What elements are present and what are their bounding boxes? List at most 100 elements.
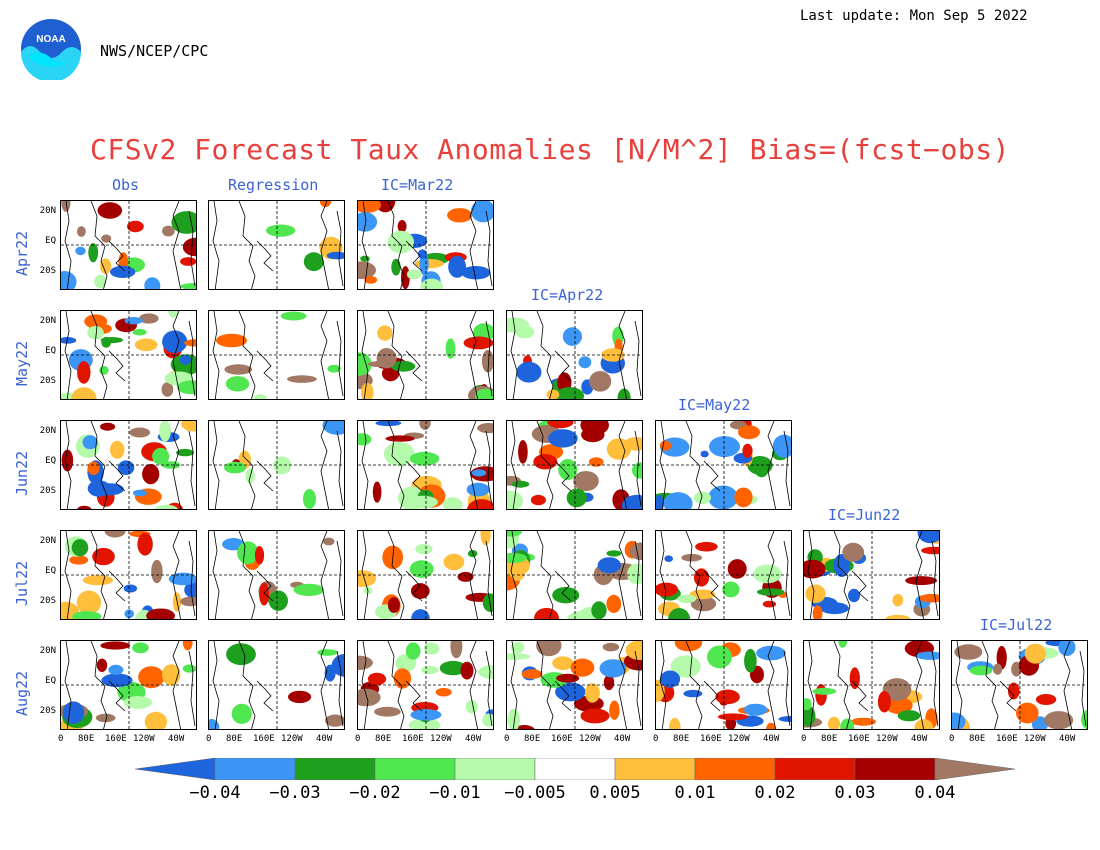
anomaly-blob bbox=[406, 269, 422, 280]
coastline bbox=[188, 430, 196, 507]
lat-tick-label: EQ bbox=[45, 456, 56, 466]
anomaly-blob bbox=[815, 684, 827, 706]
anomaly-blob bbox=[603, 674, 615, 691]
anomaly-blob bbox=[833, 554, 851, 577]
anomaly-blob bbox=[182, 664, 196, 673]
map-panel-r1-c2 bbox=[357, 310, 494, 400]
anomaly-blob bbox=[405, 642, 421, 660]
anomaly-blob bbox=[176, 448, 194, 457]
lon-tick-label: 40W bbox=[168, 734, 185, 744]
lat-tick-label: EQ bbox=[45, 236, 56, 246]
map-panel-r4-c1 bbox=[208, 640, 345, 730]
coastline bbox=[188, 650, 196, 727]
anomaly-blob bbox=[511, 480, 530, 488]
colorbar-segment bbox=[454, 757, 536, 781]
coastline bbox=[469, 531, 479, 619]
lon-tick-label: 0 bbox=[355, 734, 361, 744]
coastline bbox=[767, 531, 777, 619]
coastline bbox=[212, 311, 220, 399]
anomaly-blob bbox=[840, 718, 855, 729]
anomaly-blob bbox=[401, 266, 410, 289]
column-label-6: IC=Jul22 bbox=[980, 616, 1053, 634]
anomaly-blob bbox=[1035, 694, 1057, 705]
coastline bbox=[90, 531, 108, 619]
anomaly-blob bbox=[709, 436, 740, 458]
coastline bbox=[172, 531, 182, 619]
anomaly-blob bbox=[804, 698, 812, 711]
anomaly-blob bbox=[443, 553, 465, 571]
coastline bbox=[634, 540, 642, 617]
anomaly-blob bbox=[237, 541, 259, 565]
anomaly-blob bbox=[606, 550, 622, 557]
lon-tick-label: 160E bbox=[996, 734, 1018, 744]
anomaly-blob bbox=[1007, 682, 1020, 700]
anomaly-blob bbox=[744, 648, 757, 673]
lat-tick-label: 20N bbox=[39, 316, 56, 326]
lat-tick-label: 20N bbox=[39, 536, 56, 546]
column-label-2: IC=Mar22 bbox=[381, 176, 454, 194]
anomaly-blob bbox=[738, 425, 760, 440]
coastline bbox=[361, 421, 369, 509]
coastline bbox=[108, 680, 126, 712]
anomaly-blob bbox=[77, 505, 92, 509]
coastline bbox=[108, 350, 126, 382]
coastline bbox=[188, 540, 196, 617]
lon-tick-label: 160E bbox=[402, 734, 424, 744]
anomaly-blob bbox=[101, 336, 112, 348]
anomaly-blob bbox=[570, 658, 595, 677]
anomaly-blob bbox=[656, 582, 679, 597]
map-panel-r4-c4 bbox=[655, 640, 792, 730]
anomaly-blob bbox=[124, 317, 143, 325]
anomaly-blob bbox=[510, 641, 525, 654]
anomaly-blob bbox=[358, 570, 377, 587]
coastline bbox=[90, 201, 108, 289]
anomaly-blob bbox=[101, 673, 133, 688]
map-panel-r3-c3 bbox=[506, 530, 643, 620]
anomaly-blob bbox=[580, 421, 609, 436]
coastline bbox=[510, 421, 518, 509]
anomaly-blob bbox=[322, 421, 344, 435]
coastline bbox=[188, 210, 196, 287]
lon-tick-label: 160E bbox=[253, 734, 275, 744]
anomaly-blob bbox=[358, 201, 382, 213]
coastline bbox=[336, 320, 344, 397]
coastline bbox=[554, 460, 572, 492]
anomaly-blob bbox=[602, 642, 620, 652]
anomaly-blob bbox=[94, 274, 107, 288]
lon-tick-label: 0 bbox=[206, 734, 212, 744]
anomaly-blob bbox=[562, 327, 582, 346]
coastline bbox=[485, 650, 493, 727]
anomaly-blob bbox=[209, 719, 220, 729]
anomaly-blob bbox=[516, 361, 542, 383]
lon-tick-label: 160E bbox=[700, 734, 722, 744]
coastline bbox=[64, 531, 72, 619]
anomaly-blob bbox=[722, 581, 740, 598]
anomaly-blob bbox=[573, 471, 599, 491]
lon-tick-label: 120W bbox=[728, 734, 750, 744]
anomaly-blob bbox=[123, 696, 153, 709]
lon-tick-label: 40W bbox=[465, 734, 482, 744]
coastline bbox=[336, 430, 344, 507]
anomaly-blob bbox=[513, 725, 535, 729]
coastline bbox=[64, 311, 72, 399]
anomaly-blob bbox=[566, 488, 587, 508]
anomaly-blob bbox=[681, 553, 703, 562]
anomaly-blob bbox=[897, 710, 921, 722]
anomaly-blob bbox=[917, 531, 939, 544]
chart-title: CFSv2 Forecast Taux Anomalies [N/M^2] Bi… bbox=[90, 133, 1010, 166]
map-panel-r4-c6 bbox=[951, 640, 1088, 730]
coastline bbox=[981, 641, 999, 729]
anomaly-blob bbox=[475, 388, 493, 399]
anomaly-blob bbox=[254, 546, 265, 565]
row-label-0: Apr22 bbox=[13, 230, 31, 276]
coastline bbox=[554, 570, 572, 602]
coastline bbox=[108, 570, 126, 602]
coastline bbox=[931, 540, 939, 617]
anomaly-blob bbox=[71, 539, 89, 557]
anomaly-blob bbox=[700, 450, 709, 458]
anomaly-blob bbox=[95, 713, 116, 723]
lon-tick-label: 40W bbox=[614, 734, 631, 744]
anomaly-blob bbox=[61, 201, 71, 212]
coastline bbox=[405, 240, 423, 272]
column-label-3: IC=Apr22 bbox=[531, 286, 604, 304]
